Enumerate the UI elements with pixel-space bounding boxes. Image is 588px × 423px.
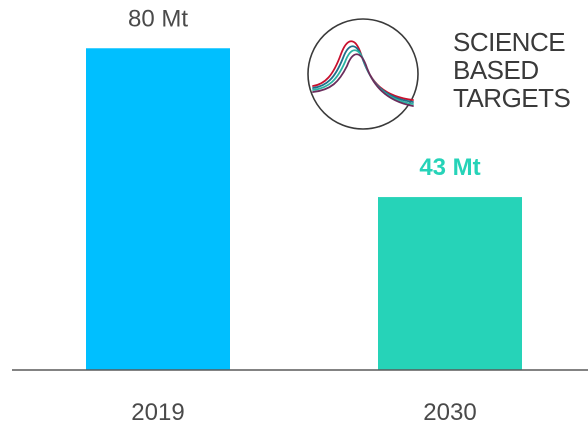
logo-wave-icon (307, 18, 419, 130)
logo-line-targets: TARGETS (453, 83, 571, 113)
logo-wordmark: SCIENCE BASED TARGETS (453, 27, 571, 113)
bar-2030 (378, 197, 522, 370)
logo-wave-line (312, 53, 414, 107)
bar-2019 (86, 48, 230, 371)
logo-line-based: BASED (453, 55, 539, 85)
category-label-2030: 2030 (423, 399, 476, 423)
value-label-2030: 43 Mt (419, 154, 480, 181)
logo-wave-line (312, 40, 414, 101)
value-label-2019: 80 Mt (128, 5, 188, 32)
category-label-2019: 2019 (131, 399, 184, 423)
science-based-targets-logo: SCIENCE BASED TARGETS (303, 14, 588, 134)
logo-wave-line (312, 45, 414, 103)
logo-line-science: SCIENCE (453, 27, 566, 57)
